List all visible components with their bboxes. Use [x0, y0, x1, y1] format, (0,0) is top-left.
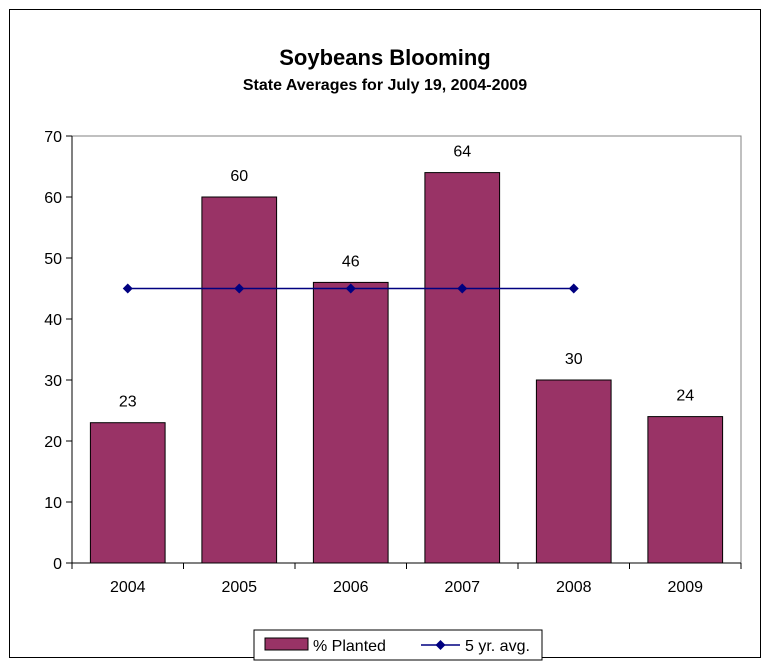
y-tick-label-0: 0	[53, 556, 62, 573]
y-tick-label-60: 60	[44, 190, 62, 207]
legend: % Planted 5 yr. avg.	[253, 629, 543, 661]
legend-swatch-bar	[264, 637, 309, 651]
x-ticks-group: 2004 2005 2006 2007 2008 2009	[71, 563, 742, 596]
legend-label-bar: % Planted	[313, 638, 386, 655]
bar-2005	[201, 196, 278, 564]
bar-label-2005: 60	[230, 168, 248, 185]
bars-group	[89, 172, 724, 564]
avg-line-group	[122, 283, 579, 294]
x-tick-label-2004: 2004	[110, 579, 146, 596]
avg-marker-2004	[122, 283, 133, 294]
avg-marker-2008	[568, 283, 579, 294]
bar-label-2004: 23	[119, 394, 137, 411]
legend-swatch-marker	[435, 640, 446, 650]
x-tick-label-2005: 2005	[221, 579, 257, 596]
y-ticks-group: 0 10 20 30 40 50 60 70	[44, 129, 72, 573]
bar-2007	[424, 172, 501, 564]
y-tick-label-10: 10	[44, 495, 62, 512]
x-tick-label-2008: 2008	[556, 579, 592, 596]
x-tick-label-2009: 2009	[667, 579, 703, 596]
avg-marker-2005	[234, 283, 245, 294]
bar-label-2007: 64	[453, 144, 471, 161]
bar-2006	[312, 281, 389, 564]
chart-subtitle: State Averages for July 19, 2004-2009	[242, 77, 528, 94]
y-tick-label-20: 20	[44, 434, 62, 451]
bar-2008	[535, 379, 612, 564]
bar-label-2006: 46	[342, 253, 360, 270]
y-tick-label-30: 30	[44, 373, 62, 390]
avg-marker-2006	[345, 283, 356, 294]
legend-box	[253, 629, 543, 661]
avg-marker-2007	[457, 283, 468, 294]
bar-label-2009: 24	[676, 388, 694, 405]
bar-label-2008: 30	[565, 351, 583, 368]
y-tick-label-50: 50	[44, 251, 62, 268]
bar-labels-group: 23 60 46 64 30 24	[119, 144, 694, 411]
plot-area-border	[71, 135, 742, 564]
bar-2004	[89, 422, 166, 564]
legend-label-line: 5 yr. avg.	[465, 638, 530, 655]
bar-2009	[647, 416, 724, 564]
x-tick-label-2007: 2007	[444, 579, 480, 596]
y-tick-label-40: 40	[44, 312, 62, 329]
chart-title: Soybeans Blooming	[279, 45, 491, 70]
x-tick-label-2006: 2006	[333, 579, 369, 596]
y-tick-label-70: 70	[44, 129, 62, 146]
